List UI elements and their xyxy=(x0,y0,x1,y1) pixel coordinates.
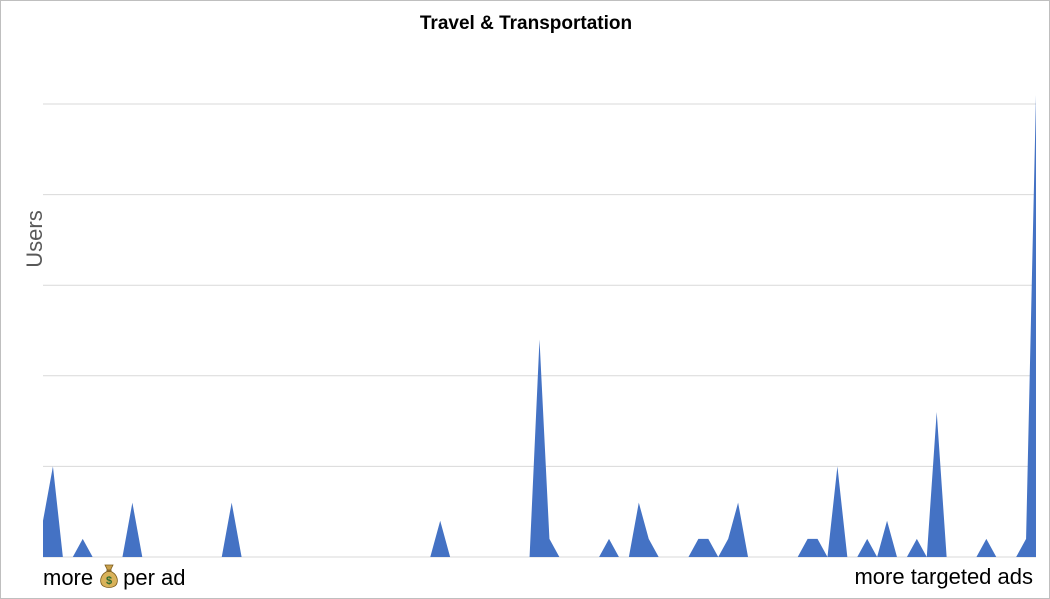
x-axis-left-text: more xyxy=(43,565,94,590)
x-axis-right-annotation: more targeted ads xyxy=(854,564,1033,589)
svg-text:$: $ xyxy=(106,575,112,587)
series-area xyxy=(43,94,1036,557)
money-bag-icon: $ xyxy=(99,564,119,594)
y-axis-label: Users xyxy=(22,210,47,268)
x-axis-left-suffix: per ad xyxy=(123,565,186,590)
x-axis-left-annotation: more $ per ad xyxy=(43,564,186,594)
chart-title: Travel & Transportation xyxy=(419,13,633,34)
series-layer xyxy=(43,94,1036,557)
